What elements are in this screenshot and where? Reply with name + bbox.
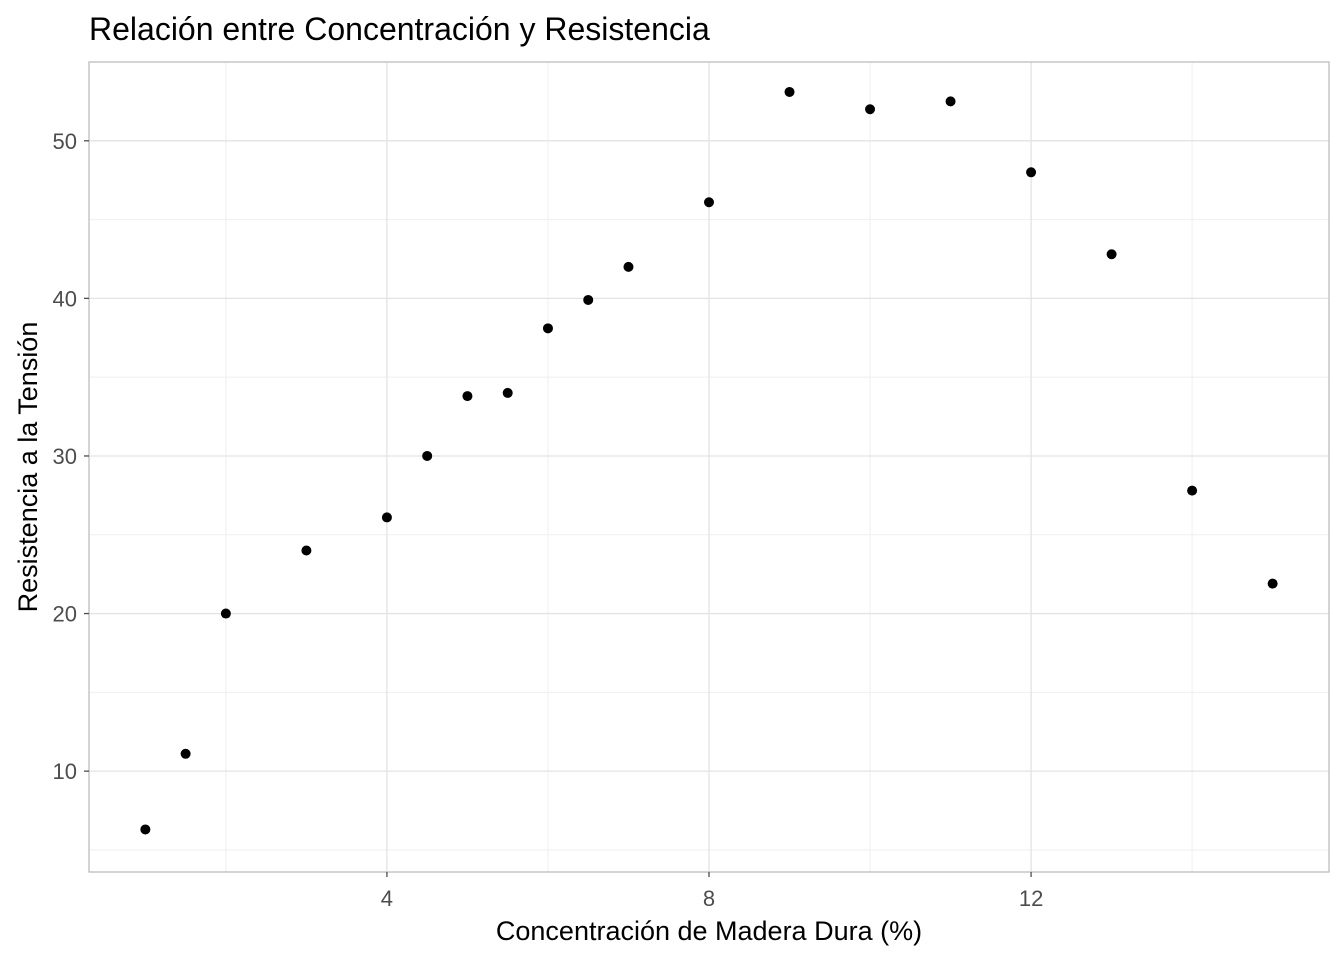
data-point xyxy=(462,391,473,402)
data-point xyxy=(502,387,513,398)
data-point xyxy=(1106,249,1117,260)
x-tick-label: 8 xyxy=(703,886,715,911)
data-point xyxy=(381,512,392,523)
data-point xyxy=(422,450,433,461)
y-axis-ticks: 10 20 30 40 50 xyxy=(53,129,89,784)
data-point xyxy=(1267,578,1278,589)
y-tick-label: 50 xyxy=(53,129,77,154)
data-point xyxy=(623,261,634,272)
data-point xyxy=(784,86,795,97)
data-point xyxy=(583,294,594,305)
y-tick-label: 40 xyxy=(53,286,77,311)
x-axis-ticks: 4 8 12 xyxy=(381,872,1043,911)
x-tick-label: 4 xyxy=(381,886,393,911)
y-tick-label: 20 xyxy=(53,602,77,627)
y-axis-title: Resistencia a la Tensión xyxy=(13,322,43,613)
data-point xyxy=(945,96,956,107)
data-points xyxy=(140,86,1278,835)
data-point xyxy=(1187,485,1198,496)
y-tick-label: 10 xyxy=(53,759,77,784)
data-point xyxy=(1026,167,1037,178)
data-point xyxy=(220,608,231,619)
data-point xyxy=(542,323,553,334)
data-point xyxy=(704,197,714,208)
major-gridlines xyxy=(89,62,1329,872)
x-axis-title: Concentración de Madera Dura (%) xyxy=(496,916,922,946)
chart-title: Relación entre Concentración y Resistenc… xyxy=(89,11,710,47)
x-tick-label: 12 xyxy=(1019,886,1043,911)
data-point xyxy=(865,104,876,115)
y-tick-label: 30 xyxy=(53,444,77,469)
data-point xyxy=(301,545,312,556)
data-point xyxy=(140,824,151,835)
data-point xyxy=(180,748,191,759)
